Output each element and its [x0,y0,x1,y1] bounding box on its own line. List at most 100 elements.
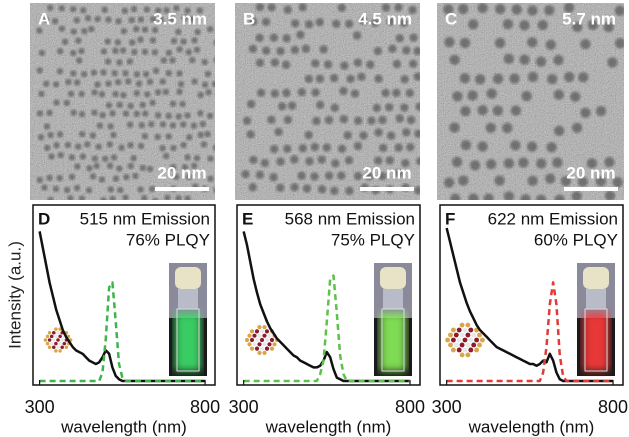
nanocrystal [261,17,271,27]
nanocrystal [270,89,280,98]
nanocrystal [520,194,531,200]
crystal-atom [47,345,52,349]
nanocrystal [74,163,81,170]
nanocrystal [41,184,48,191]
nanocrystal [36,176,44,184]
nanocrystal [459,72,471,84]
nanocrystal [36,27,43,34]
nanocrystal [521,90,532,102]
nanocrystal [90,69,98,76]
nanocrystal [353,58,363,67]
nanocrystal [169,100,177,107]
crystal-atom [56,345,60,349]
nanocrystal [460,139,472,151]
scale-bar-label: 20 nm [362,163,411,182]
nanocrystal [98,91,106,98]
nanocrystal [38,49,46,57]
crystal-atom [479,337,485,343]
nanocrystal [88,25,95,33]
nanocrystal [443,177,455,188]
size-label: 5.7 nm [562,9,616,28]
crystal-atom [249,346,255,351]
scale-bar [564,187,618,191]
nanocrystal [483,193,494,200]
nanocrystal [400,103,409,112]
nanocrystal [305,157,314,166]
nanocrystal [458,175,469,186]
nanocrystal [184,112,191,119]
nanocrystal [527,71,539,83]
nanocrystal [52,81,60,88]
nanocrystal [553,54,564,66]
nanocrystal [38,90,45,98]
nanocrystal [612,176,623,188]
crystal-atom [47,331,52,335]
nanocrystal [290,155,299,164]
nanocrystal [80,7,87,14]
nanocrystal [141,48,149,56]
vial-glow [380,313,406,371]
crystal-atom [262,333,267,338]
nanocrystal [324,115,334,125]
nanocrystal [545,173,556,184]
nanocrystal [123,173,130,181]
nanocrystal [201,81,209,88]
vial-glow [583,313,609,371]
nanocrystal [535,194,547,200]
nanocrystal [122,110,130,117]
nanocrystal [70,70,77,77]
nanocrystal [474,74,486,85]
nanocrystal [67,90,75,98]
nanocrystal [492,73,504,85]
nanocrystal [135,80,143,87]
nanocrystal [73,79,81,86]
nanocrystal [173,4,180,12]
nanocrystal [44,144,51,152]
nanocrystal [359,16,368,26]
nanocrystal [164,194,171,200]
nanocrystal [169,57,176,64]
nanocrystal [329,73,339,83]
nanocrystal [527,37,538,48]
crystal-atom [465,322,471,328]
nanocrystal [110,154,118,161]
crystal-atom [49,334,54,339]
nanocrystal [154,112,162,119]
nanocrystal [256,88,266,98]
nanocrystal [126,58,134,65]
crystal-atom [269,346,275,351]
nanocrystal [165,69,172,77]
nanocrystal [85,187,93,194]
nanocrystal [510,105,522,116]
nanocrystal [118,144,125,151]
nanocrystal [317,155,326,164]
crystal-atom [262,342,267,347]
vial-cap [175,267,201,289]
nanocrystal [141,194,148,200]
nanocrystal [170,163,177,171]
nanocrystal [381,3,391,12]
crystal-atom [456,327,462,333]
nanocrystal [449,54,460,65]
nanocrystal [477,104,488,116]
nanocrystal [51,17,59,25]
nanocrystal [122,70,129,77]
nanocrystal [197,91,204,99]
nanocrystal [196,7,204,14]
nanocrystal [78,47,85,55]
plot-frame [32,204,216,386]
nanocrystal [175,195,182,200]
nanocrystal [100,48,108,55]
nanocrystal [79,153,87,160]
nanocrystal [99,111,106,119]
nanocrystal [163,7,170,14]
nanocrystal [176,70,183,77]
nanocrystal [73,184,81,192]
nanocrystal [56,48,64,55]
nanocrystal [213,57,215,63]
vial-neck [586,289,606,309]
crystal-atom [45,334,50,339]
nanocrystal [125,78,132,85]
nanocrystal [346,74,355,84]
nanocrystal [133,71,141,78]
